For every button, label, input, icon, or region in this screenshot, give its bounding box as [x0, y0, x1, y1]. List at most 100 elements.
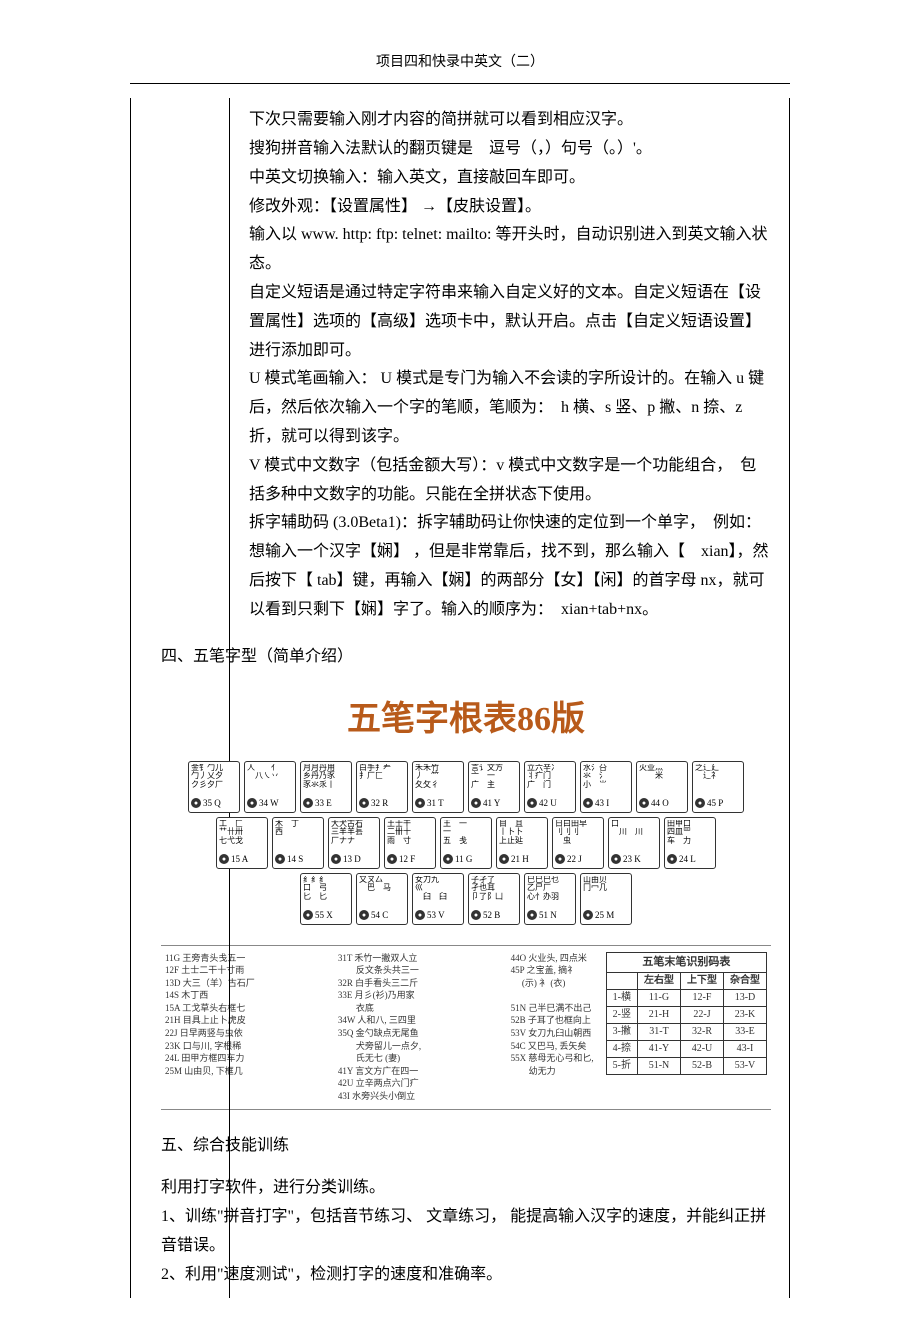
id-table-cell: 42-U: [681, 1040, 724, 1057]
id-table-header: [606, 972, 637, 989]
wubi-key-code-row: ●45 P: [695, 795, 741, 811]
id-table-row: 3-撇31-T32-R33-E: [606, 1023, 766, 1040]
wubi-key: 月月丹用 乡丹乃豕 豕氺乑丨 ●33 E: [300, 761, 352, 813]
id-table-header: 上下型: [681, 972, 724, 989]
wubi-key-code: 33 E: [315, 795, 332, 811]
id-table-cell: 22-J: [681, 1006, 724, 1023]
content-frame: 下次只需要输入刚才内容的简拼就可以看到相应汉字。 搜狗拼音输入法默认的翻页键是 …: [130, 98, 790, 1297]
wubi-key-roots: 金钅勹儿 勹丿乂夕 ク彡夕厂: [191, 764, 237, 796]
wubi-key-row: 纟纟纟 口 弓 匕 匕●55 X又ㄡ厶 巴 马●54 C女刀九 巛 臼 臼●53…: [300, 873, 632, 925]
paragraph: 1、训练"拼音打字"，包括音节练习、 文章练习， 能提高输入汉字的速度，并能纠正…: [161, 1203, 771, 1261]
id-table-cell: 3-撇: [606, 1023, 637, 1040]
wubi-key-roots: 火业灬 米: [639, 764, 685, 796]
wubi-key-roots: 禾禾竹 丿 ⺮ 夂攵彳: [415, 764, 461, 796]
id-table-cell: 11-G: [638, 989, 681, 1006]
wubi-key-dot-icon: ●: [471, 798, 481, 808]
id-table-cell: 21-H: [638, 1006, 681, 1023]
wubi-key-dot-icon: ●: [611, 854, 621, 864]
wubi-key-code-row: ●13 D: [331, 851, 377, 867]
wubi-key-code: 24 L: [679, 851, 696, 867]
wubi-key-code: 52 B: [483, 907, 500, 923]
id-table-cell: 1-横: [606, 989, 637, 1006]
wubi-key-dot-icon: ●: [303, 910, 313, 920]
wubi-key-dot-icon: ●: [695, 798, 705, 808]
wubi-key-dot-icon: ●: [247, 798, 257, 808]
document-page: 项目四和快录中英文（二） 下次只需要输入刚才内容的简拼就可以看到相应汉字。 搜狗…: [0, 0, 920, 1338]
wubi-key-dot-icon: ●: [387, 854, 397, 864]
wubi-key-code: 51 N: [539, 907, 557, 923]
wubi-key-roots: 王 一 一 五 戋: [443, 820, 489, 852]
wubi-key-roots: 工 匚 艹卄卅 七弋戈: [219, 820, 265, 852]
wubi-key-code: 23 K: [623, 851, 641, 867]
id-table-cell: 52-B: [681, 1057, 724, 1074]
wubi-key-roots: 女刀九 巛 臼 臼: [415, 876, 461, 908]
wubi-key-dot-icon: ●: [639, 798, 649, 808]
section-5-heading: 五、综合技能训练: [161, 1132, 771, 1161]
wubi-key-roots: 山由贝 冂冖几: [583, 876, 629, 908]
wubi-key-code-row: ●41 Y: [471, 795, 517, 811]
wubi-key-code-row: ●42 U: [527, 795, 573, 811]
wubi-key-code-row: ●14 S: [275, 851, 321, 867]
wubi-key-roots: 土士干 二卌十 雨 寸: [387, 820, 433, 852]
wubi-key-code: 44 O: [651, 795, 669, 811]
id-table-cell: 4-捺: [606, 1040, 637, 1057]
wubi-key: 水氵㕣 氺 氵 小 ⺌●43 I: [580, 761, 632, 813]
wubi-key-roots: 巳巳巳乜 乙尸厂 心忄办羽: [527, 876, 573, 908]
id-table-cell: 33-E: [724, 1023, 767, 1040]
wubi-key-roots: 月月丹用 乡丹乃豕 豕氺乑丨: [303, 764, 349, 796]
wubi-key-dot-icon: ●: [527, 910, 537, 920]
wubi-key-roots: 目 且 丨卜卜 上止㢟: [499, 820, 545, 852]
paragraph: 拆字辅助码 (3.0Beta1)：拆字辅助码让你快速的定位到一个单字， 例如：想…: [249, 509, 771, 624]
wubi-key-dot-icon: ●: [303, 798, 313, 808]
wubi-key-code-row: ●34 W: [247, 795, 293, 811]
wubi-key-roots: 白手扌龵 扌厂匚: [359, 764, 405, 796]
wubi-key-code: 35 Q: [203, 795, 221, 811]
wubi-key-dot-icon: ●: [499, 854, 509, 864]
paragraph: 下次只需要输入刚才内容的简拼就可以看到相应汉字。: [249, 106, 771, 135]
wubi-key-code-row: ●12 F: [387, 851, 433, 867]
wubi-key: 田甲口 四皿罒 车 力●24 L: [664, 817, 716, 869]
wubi-key: 立六辛冫 丬疒门 广 门●42 U: [524, 761, 576, 813]
wubi-key: 山由贝 冂冖几●25 M: [580, 873, 632, 925]
wubi-key-code: 43 I: [595, 795, 609, 811]
wubi-key-roots: 水氵㕣 氺 氵 小 ⺌: [583, 764, 629, 796]
id-table-row: 5-折51-N52-B53-V: [606, 1057, 766, 1074]
page-header-title: 项目四和快录中英文（二）: [130, 50, 790, 75]
wubi-key-code-row: ●43 I: [583, 795, 629, 811]
wubi-key-code: 25 M: [595, 907, 614, 923]
paragraph: U 模式笔画输入： U 模式是专门为输入不会读的字所设计的。在输入 u 键后，然…: [249, 365, 771, 451]
wubi-key-dot-icon: ●: [191, 798, 201, 808]
wubi-key-code-row: ●53 V: [415, 907, 461, 923]
wubi-key-code-row: ●52 B: [471, 907, 517, 923]
id-table-cell: 43-I: [724, 1040, 767, 1057]
wubi-key: 目 且 丨卜卜 上止㢟●21 H: [496, 817, 548, 869]
wubi-key-code: 55 X: [315, 907, 333, 923]
wubi-key-roots: 又ㄡ厶 巴 马: [359, 876, 405, 908]
wubi-key-code-row: ●23 K: [611, 851, 657, 867]
section-4-heading: 四、五笔字型（简单介绍）: [161, 643, 771, 672]
mnemonic-col-2: 31T 禾竹一撇双人立 反文条头共三一 32R 白手看头三二斤 33E 月彡(衫…: [338, 952, 499, 1103]
wubi-key-roots: 木 丁 西: [275, 820, 321, 852]
wubi-key-roots: 日曰田早 刂刂刂 虫: [555, 820, 601, 852]
id-table-cell: 5-折: [606, 1057, 637, 1074]
id-table-cell: 53-V: [724, 1057, 767, 1074]
mnemonic-col-1: 11G 王旁青头戋五一 12F 土士二干十寸雨 13D 大三（羊）古石厂 14S…: [165, 952, 326, 1103]
wubi-key-dot-icon: ●: [219, 854, 229, 864]
wubi-key-code-row: ●21 H: [499, 851, 545, 867]
id-table-cell: 51-N: [638, 1057, 681, 1074]
id-table-header: 杂合型: [724, 972, 767, 989]
wubi-key-code-row: ●15 A: [219, 851, 265, 867]
header-rule: [130, 83, 790, 84]
wubi-key: 女刀九 巛 臼 臼●53 V: [412, 873, 464, 925]
wubi-key: 白手扌龵 扌厂匚●32 R: [356, 761, 408, 813]
wubi-key-code: 32 R: [371, 795, 388, 811]
wubi-key-code-row: ●51 N: [527, 907, 573, 923]
wubi-key-roots: 田甲口 四皿罒 车 力: [667, 820, 713, 852]
id-table-cell: 13-D: [724, 989, 767, 1006]
id-table-cell: 31-T: [638, 1023, 681, 1040]
wubi-key-code-row: ●35 Q: [191, 795, 237, 811]
wubi-key-dot-icon: ●: [415, 798, 425, 808]
wubi-key-code: 22 J: [567, 851, 582, 867]
paragraph: 中英文切换输入：输入英文，直接敲回车即可。: [249, 164, 771, 193]
wubi-key-dot-icon: ●: [331, 854, 341, 864]
